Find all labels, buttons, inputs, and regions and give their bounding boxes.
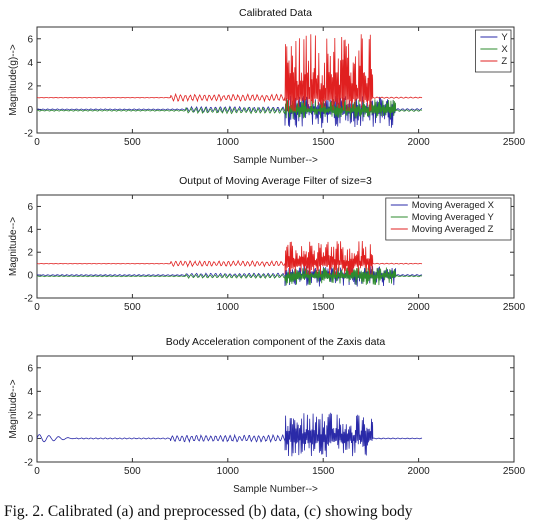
x-tick-label: 2500: [503, 137, 526, 148]
legend-entry: Y: [501, 32, 508, 43]
y-tick-label: 4: [27, 58, 33, 69]
y-tick-label: 6: [27, 202, 33, 213]
legend-entry: Moving Averaged Z: [412, 224, 494, 235]
chart-title: Calibrated Data: [239, 7, 312, 19]
y-tick-label: 6: [27, 363, 33, 374]
x-axis-label: Sample Number-->: [233, 484, 318, 495]
y-tick-label: 0: [27, 105, 33, 116]
legend-entry: Moving Averaged Y: [412, 212, 495, 223]
y-axis-label: Magnitude-->: [8, 379, 19, 438]
y-tick-label: -2: [24, 458, 33, 469]
x-tick-label: 1000: [217, 137, 240, 148]
x-tick-label: 1000: [217, 302, 240, 313]
legend-entry: Moving Averaged X: [412, 200, 495, 211]
x-tick-label: 0: [34, 137, 40, 148]
y-tick-label: -2: [24, 129, 33, 140]
y-tick-label: 0: [27, 271, 33, 282]
x-tick-label: 500: [124, 137, 141, 148]
x-tick-label: 2000: [407, 302, 430, 313]
figure-caption: Fig. 2. Calibrated (a) and preprocessed …: [4, 503, 413, 520]
x-tick-label: 2500: [503, 466, 526, 477]
y-tick-label: 6: [27, 34, 33, 45]
y-tick-label: 4: [27, 387, 33, 398]
x-tick-label: 500: [124, 466, 141, 477]
x-tick-label: 0: [34, 302, 40, 313]
series-line-z: [37, 34, 423, 112]
x-tick-label: 0: [34, 466, 40, 477]
chart-panel-2: Output of Moving Average Filter of size=…: [8, 175, 526, 313]
x-tick-label: 2000: [407, 137, 430, 148]
chart-title: Body Acceleration component of the Zaxis…: [166, 336, 386, 348]
series-line-x: [37, 98, 423, 119]
x-tick-label: 1500: [312, 302, 335, 313]
legend-entry: X: [501, 44, 508, 55]
chart-title: Output of Moving Average Filter of size=…: [179, 175, 372, 187]
y-axis-label: Magnitude-->: [8, 217, 19, 276]
chart-panel-3: Body Acceleration component of the Zaxis…: [8, 336, 526, 495]
series-line-moving-averaged-z: [37, 240, 423, 276]
x-tick-label: 1500: [312, 137, 335, 148]
y-tick-label: 2: [27, 410, 33, 421]
x-tick-label: 1500: [312, 466, 335, 477]
y-tick-label: 2: [27, 81, 33, 92]
y-axis-label: Magnitude(g)-->: [8, 44, 19, 116]
y-tick-label: 0: [27, 434, 33, 445]
y-tick-label: -2: [24, 294, 33, 305]
series-line-body-acc-z: [37, 412, 423, 458]
y-tick-label: 4: [27, 225, 33, 236]
x-tick-label: 2000: [407, 466, 430, 477]
legend: YXZ: [474, 29, 512, 73]
x-tick-label: 500: [124, 302, 141, 313]
plot-area: [36, 355, 515, 463]
legend-entry: Z: [501, 56, 507, 67]
y-tick-label: 2: [27, 248, 33, 259]
plot-area: [36, 26, 515, 134]
x-tick-label: 2500: [503, 302, 526, 313]
x-axis-label: Sample Number-->: [233, 155, 318, 166]
x-tick-label: 1000: [217, 466, 240, 477]
